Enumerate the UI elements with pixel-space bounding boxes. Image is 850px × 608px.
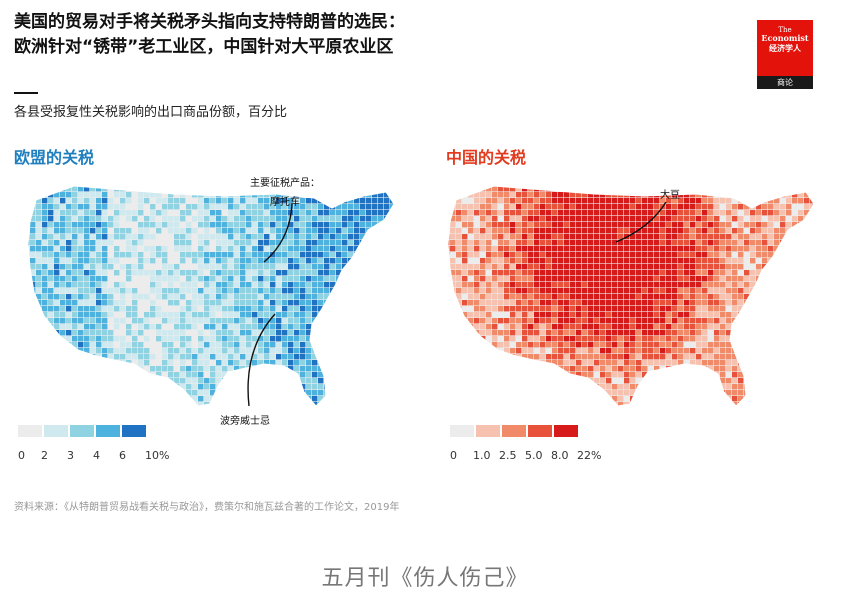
logo-economist: Economist [761, 33, 809, 43]
legend-swatch [44, 425, 68, 437]
legend-swatch [502, 425, 526, 437]
legend-tick-label: 10% [145, 449, 170, 462]
subtitle: 各县受报复性关税影响的出口商品份额，百分比 [14, 105, 288, 120]
legend-swatch [70, 425, 94, 437]
legend-tick-label: 1.0 [473, 449, 491, 462]
legend-swatch [476, 425, 500, 437]
legend-swatch [18, 425, 42, 437]
legend-swatch [122, 425, 146, 437]
china-leader-line-soybeans [615, 201, 667, 243]
china-annotation-soybeans: 大豆 [660, 190, 680, 201]
source-note: 资料来源：《从特朗普贸易战看关税与政治》，费策尔和施瓦兹合著的工作论文，2019… [14, 502, 400, 513]
china-legend [450, 425, 580, 437]
legend-tick-label: 8.0 [551, 449, 569, 462]
legend-swatch [528, 425, 552, 437]
legend-tick-label: 2 [41, 449, 48, 462]
eu-tariff-map [27, 185, 395, 407]
legend-tick-label: 6 [119, 449, 126, 462]
logo-the: The [778, 26, 792, 34]
legend-tick-label: 0 [18, 449, 25, 462]
economist-logo: The Economist 经济学人 商论 [757, 20, 813, 89]
eu-legend [18, 425, 148, 437]
legend-swatch [96, 425, 120, 437]
eu-annotation-heading: 主要征税产品： [250, 178, 320, 189]
eu-annotation-motorcycle: 摩托车 [270, 197, 300, 208]
logo-chinese: 经济学人 [769, 44, 801, 53]
legend-tick-label: 0 [450, 449, 457, 462]
headline-line-2: 欧洲针对“锈带”老工业区，中国针对大平原农业区 [14, 37, 394, 57]
eu-leader-line-bourbon [247, 313, 276, 407]
legend-swatch [450, 425, 474, 437]
county-cells [28, 186, 394, 406]
legend-tick-label: 4 [93, 449, 100, 462]
headline: 美国的贸易对手将关税矛头指向支持特朗普的选民： 欧洲针对“锈带”老工业区，中国针… [14, 10, 405, 60]
logo-shanglun: 商论 [757, 76, 813, 89]
eu-annotation-motorcycles: 主要征税产品： 摩托车 [250, 174, 320, 208]
eu-annotation-bourbon: 波旁威士忌 [220, 416, 270, 427]
legend-tick-label: 22% [577, 449, 602, 462]
eu-map-title: 欧盟的关税 [14, 148, 95, 167]
china-tariff-map [447, 185, 815, 407]
legend-tick-label: 3 [67, 449, 74, 462]
legend-tick-label: 5.0 [525, 449, 543, 462]
headline-line-1: 美国的贸易对手将关税矛头指向支持特朗普的选民： [14, 12, 405, 32]
eu-leader-line-motorcycles [263, 203, 293, 263]
title-rule [14, 92, 38, 94]
china-map-title: 中国的关税 [446, 148, 527, 167]
legend-tick-label: 2.5 [499, 449, 517, 462]
legend-swatch [554, 425, 578, 437]
caption: 五月刊《伤人伤己》 [321, 566, 529, 591]
